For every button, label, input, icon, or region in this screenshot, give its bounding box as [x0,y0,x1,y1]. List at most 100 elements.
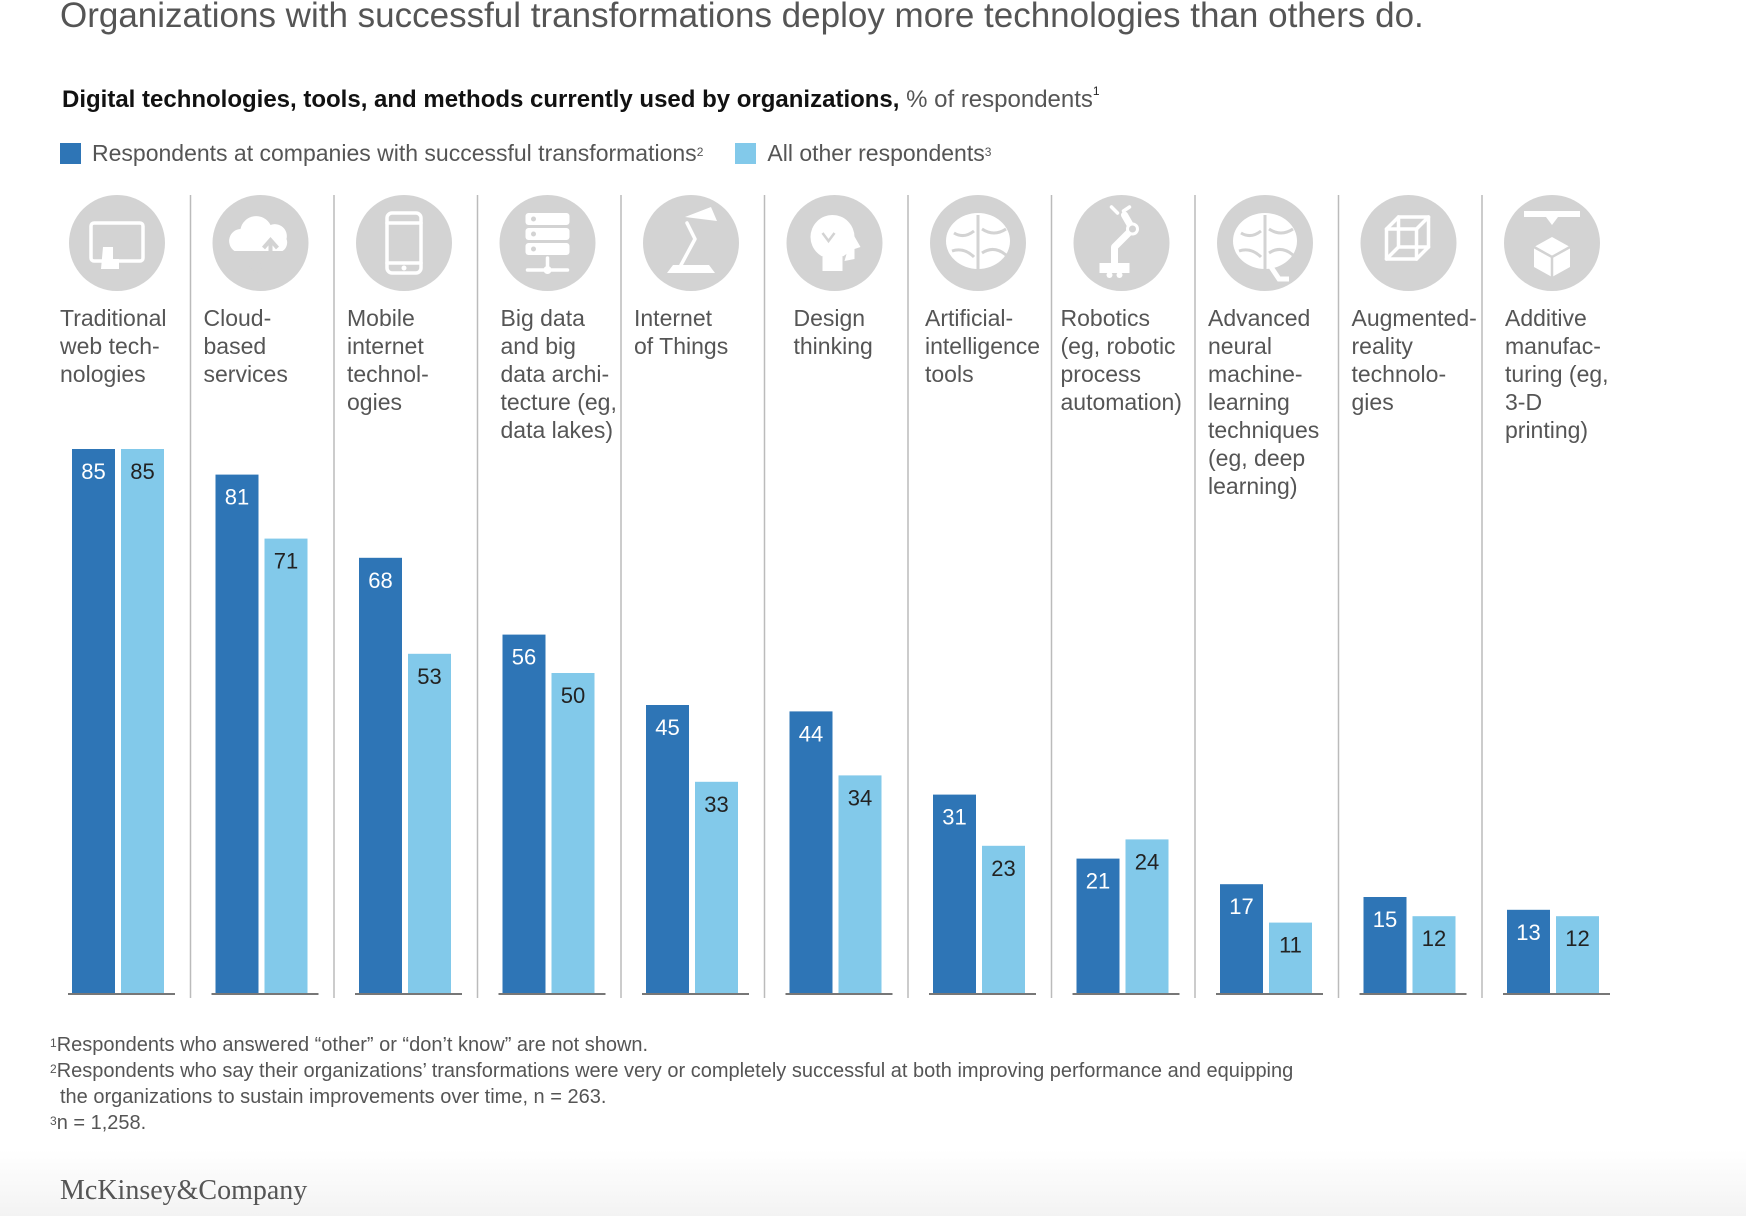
category-label: printing) [1505,417,1588,443]
category-label: nologies [60,361,146,387]
brain-icon [930,195,1026,291]
category-label: learning) [1208,473,1298,499]
bar-other [408,653,451,993]
category-label: internet [347,333,424,359]
data-label: 23 [991,856,1015,881]
category-label: based [204,333,267,359]
category-label: Advanced [1208,305,1310,331]
data-label: 50 [561,683,585,708]
category-label: 3-D [1505,389,1542,415]
footnote-2b-text: the organizations to sustain improvement… [60,1086,607,1108]
category-label: turing (eg, [1505,361,1609,387]
legend-item-other: All other respondents 3 [735,140,991,167]
web-browser-icon [69,195,165,291]
bar-success [1076,858,1120,993]
footnote-2-cont: the organizations to sustain improvement… [50,1084,1293,1110]
data-label: 17 [1229,894,1253,919]
bar-other [1125,839,1169,993]
bar-success [72,449,115,993]
bar-success [502,634,546,993]
footnote-2: 2Respondents who say their organizations… [50,1058,1293,1084]
category-label: Internet [634,305,713,331]
legend-swatch-success [60,143,81,164]
legend: Respondents at companies with successful… [60,140,1023,167]
bar-other [1412,916,1456,993]
cube-icon [1360,195,1457,291]
bar-other [1269,922,1312,993]
category-label: techniques [1208,417,1319,443]
subtitle-bold: Digital technologies, tools, and methods… [62,86,900,113]
category-label: Cloud- [204,305,272,331]
category-label: Traditional [60,305,167,331]
data-label: 12 [1565,926,1589,951]
category-label: Additive [1505,305,1587,331]
category-label: Big data [501,305,586,331]
bar-success [359,557,402,993]
footnote-1-sup: 1 [50,1036,57,1050]
data-label: 34 [848,785,872,810]
footnote-1: 1Respondents who answered “other” or “do… [50,1032,1293,1058]
data-label: 45 [655,715,679,740]
bar-other [838,775,882,993]
legend-sup-success: 2 [696,144,704,159]
data-label: 56 [512,645,536,670]
footnotes: 1Respondents who answered “other” or “do… [50,1032,1293,1136]
data-label: 44 [799,721,823,746]
legend-sup-other: 3 [984,144,992,159]
robot-arm-icon [1073,195,1170,291]
footnote-3-sup: 3 [50,1114,57,1128]
category-label: thinking [794,333,873,359]
data-label: 71 [274,549,298,574]
category-label: ogies [347,389,402,415]
bar-success [1507,909,1550,993]
category-label: reality [1352,333,1414,359]
bar-other [695,781,738,993]
category-label: neural [1208,333,1272,359]
bar-success [646,705,689,993]
data-label: 31 [942,805,966,830]
footnote-2-text: Respondents who say their organizations’… [56,1060,1294,1082]
neural-brain-icon [1217,195,1313,291]
category-label: (eg, robotic [1061,333,1176,359]
cloud-icon [212,195,309,291]
category-label: (eg, deep [1208,445,1305,471]
data-label: 12 [1422,926,1446,951]
category-label: technol- [347,361,429,387]
data-label: 11 [1279,933,1302,958]
category-label: and big [501,333,576,359]
category-label: Mobile [347,305,415,331]
category-label: machine- [1208,361,1303,387]
bar-success [1363,897,1407,993]
footnote-3: 3n = 1,258. [50,1110,1293,1136]
bar-other [982,845,1025,993]
data-label: 53 [417,664,441,689]
bottom-fade [0,1150,1746,1216]
bar-success [789,711,833,993]
footnote-1-text: Respondents who answered “other” or “don… [56,1034,649,1056]
subtitle-unit: % of respondents [906,86,1093,113]
lightbulb-head-icon [786,195,883,291]
category-label: gies [1352,389,1394,415]
legend-label-success: Respondents at companies with successful… [92,140,697,166]
category-label: technolo- [1352,361,1447,387]
category-label: tecture (eg, [501,389,617,415]
server-stack-icon [499,195,596,291]
chart-subtitle: Digital technologies, tools, and methods… [62,84,1100,114]
category-label: tools [925,361,974,387]
data-label: 85 [130,459,154,484]
category-label: data lakes) [501,417,614,443]
data-label: 81 [225,485,249,510]
data-label: 24 [1135,849,1159,874]
footnote-3-text: n = 1,258. [56,1112,147,1134]
desk-lamp-icon [643,195,739,291]
legend-label-other: All other respondents [767,140,985,166]
footnote-2-sup: 2 [50,1062,57,1076]
category-label: automation) [1061,389,1182,415]
category-label: manufac- [1505,333,1601,359]
category-label: Artificial- [925,305,1013,331]
category-label: services [204,361,288,387]
mckinsey-logo: McKinsey&Company [60,1175,308,1206]
legend-item-success: Respondents at companies with successful… [60,140,703,167]
data-label: 21 [1086,869,1110,894]
